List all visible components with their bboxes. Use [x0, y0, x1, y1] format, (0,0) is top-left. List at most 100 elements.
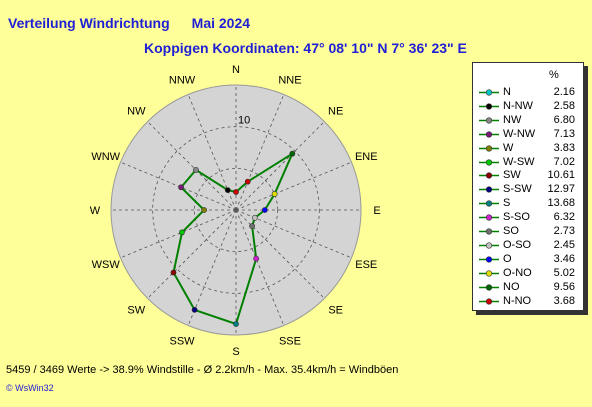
- grid-spoke: [235, 209, 285, 326]
- ring-label: 10: [238, 115, 250, 127]
- wind-rose-chart: 10 N NNE NE ENE E ESE SE SSE S SSW SW WSW W WNW NW NNW: [90, 64, 381, 358]
- legend-item: O-NO 5.02: [473, 266, 583, 281]
- legend-marker-dot: [485, 131, 493, 138]
- data-point-n: [233, 189, 239, 195]
- data-point-ese: [251, 214, 258, 221]
- legend-marker: [479, 228, 499, 235]
- legend-item: W-NW 7.13: [473, 127, 583, 142]
- data-point-ne: [289, 150, 296, 157]
- data-point-wnw: [178, 184, 185, 191]
- grid-spoke: [147, 121, 237, 211]
- credit-text: © WsWin32: [6, 383, 54, 393]
- legend-marker-dot: [485, 200, 493, 207]
- direction-label: SW: [127, 305, 145, 317]
- legend-item: N-NO 3.68: [473, 294, 583, 309]
- direction-label: SSW: [170, 335, 196, 347]
- legend-marker-dot: [485, 242, 493, 249]
- legend-item: SO 2.73: [473, 224, 583, 239]
- legend-item-value: 2.58: [553, 99, 575, 112]
- legend-item-name: N-NW: [503, 99, 533, 112]
- grid-ring: [152, 126, 320, 294]
- direction-label: SSE: [279, 335, 301, 347]
- legend-item: SW 10.61: [473, 168, 583, 183]
- legend-item: S-SW 12.97: [473, 182, 583, 197]
- legend-item-value: 13.68: [547, 197, 575, 210]
- legend-marker: [479, 256, 499, 263]
- legend-item: NW 6.80: [473, 113, 583, 128]
- legend-item-name: S-SO: [503, 211, 530, 224]
- legend-marker-dot: [485, 297, 493, 305]
- legend-marker: [479, 158, 499, 166]
- legend-item: N 2.16: [473, 85, 583, 100]
- legend-item-value: 2.16: [553, 86, 575, 98]
- data-point-ssw: [191, 306, 198, 313]
- direction-labels: 10 N NNE NE ENE E ESE SE SSE S SSW SW WSW W WNW NW NNW: [90, 64, 381, 358]
- legend-item: S-SO 6.32: [473, 210, 583, 225]
- legend-marker-dot: [485, 158, 493, 166]
- legend-item-value: 7.02: [553, 155, 575, 168]
- legend-item-name: O-SO: [503, 238, 532, 251]
- legend-marker-dot: [485, 186, 493, 193]
- legend-marker: [479, 283, 499, 291]
- data-point-sw: [170, 269, 177, 276]
- legend-marker: [479, 103, 499, 110]
- legend-item-name: O-NO: [503, 266, 532, 279]
- legend-item-value: 12.97: [547, 183, 575, 196]
- data-point-ene: [271, 191, 278, 197]
- direction-label: NNW: [169, 75, 196, 87]
- grid-spoke: [187, 209, 237, 326]
- legend-item-name: SO: [503, 225, 519, 237]
- chart-subtitle: Koppigen Koordinaten: 47° 08' 10" N 7° 3…: [144, 40, 467, 56]
- title-month: Mai 2024: [191, 15, 251, 31]
- grid-spoke: [235, 121, 325, 211]
- direction-label: S: [232, 346, 239, 358]
- chart-title: Verteilung Windrichtung Mai 2024: [8, 15, 250, 31]
- legend-item-value: 3.46: [553, 252, 575, 265]
- grid-spoke: [235, 161, 352, 211]
- legend-item-name: SW: [503, 169, 521, 182]
- data-point-nnw: [224, 187, 231, 194]
- data-series: [170, 150, 296, 327]
- legend-marker: [479, 144, 499, 152]
- legend-item: W 3.83: [473, 141, 583, 156]
- legend: % N 2.16 N-NW 2.58 NW 6.80 W-NW 7.13 W 3.83 W-SW 7.…: [472, 62, 584, 311]
- legend-item-name: S-SW: [503, 183, 532, 196]
- legend-item-name: W: [503, 141, 514, 154]
- legend-marker: [479, 172, 499, 179]
- legend-item-value: 2.45: [553, 238, 575, 251]
- legend-marker: [479, 117, 499, 124]
- legend-marker: [479, 297, 499, 305]
- legend-marker: [479, 214, 499, 221]
- legend-item-value: 2.73: [553, 225, 575, 237]
- grid-spoke: [147, 209, 237, 299]
- legend-item-value: 5.02: [553, 266, 575, 279]
- direction-label: ENE: [355, 151, 378, 163]
- data-point-sse: [253, 255, 260, 262]
- legend-item-name: S: [503, 197, 511, 210]
- legend-item-value: 3.83: [553, 141, 575, 154]
- legend-item: NO 9.56: [473, 280, 583, 295]
- legend-item: S 13.68: [473, 196, 583, 211]
- legend-item-value: 6.32: [553, 211, 575, 224]
- legend-item-value: 3.68: [553, 294, 575, 307]
- data-point-wsw: [179, 229, 185, 236]
- legend-marker: [479, 89, 499, 96]
- legend-marker: [479, 131, 499, 138]
- grid-ring: [193, 167, 279, 253]
- legend-marker-dot: [485, 103, 493, 110]
- direction-label: W: [90, 205, 101, 217]
- data-point-s: [233, 321, 239, 327]
- legend-item-name: O: [503, 252, 512, 265]
- direction-label: NNE: [278, 75, 301, 87]
- data-point-se: [249, 223, 255, 229]
- legend-marker-dot: [485, 228, 493, 235]
- legend-item-name: NW: [503, 113, 522, 126]
- legend-marker-dot: [485, 270, 493, 277]
- direction-label: ESE: [355, 259, 377, 271]
- legend-item: W-SW 7.02: [473, 155, 583, 170]
- direction-label: WNW: [91, 151, 120, 163]
- legend-item-value: 6.80: [553, 113, 575, 126]
- direction-label: E: [373, 205, 380, 217]
- legend-marker-dot: [485, 256, 493, 263]
- legend-item-value: 10.61: [547, 169, 575, 182]
